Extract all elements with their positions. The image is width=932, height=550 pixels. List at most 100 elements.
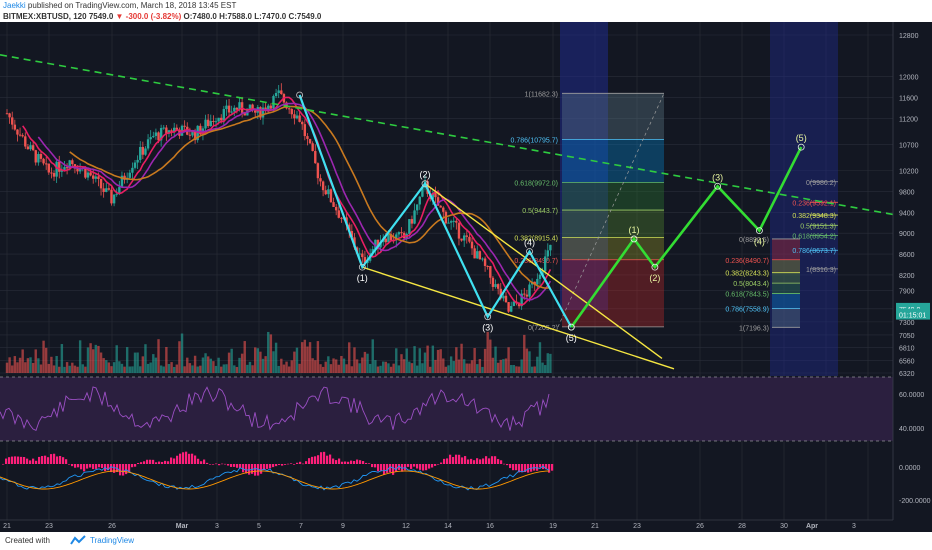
macd-histogram-bar <box>29 460 32 464</box>
candle-body <box>167 130 171 134</box>
macd-histogram-bar <box>17 456 20 464</box>
candle-body <box>214 121 218 123</box>
date-tick-label: 3 <box>852 523 856 530</box>
macd-histogram-bar <box>548 464 551 473</box>
tradingview-brand[interactable]: TradingView <box>90 536 135 545</box>
candle-body <box>517 303 521 307</box>
price-badge <box>896 308 930 320</box>
volume-bar <box>329 364 333 373</box>
macd-histogram-bar <box>35 460 38 464</box>
macd-histogram-bar <box>164 460 167 464</box>
candle-body <box>37 154 40 163</box>
date-tick-label: 23 <box>633 523 641 530</box>
volume-bar <box>334 359 338 373</box>
candle-body <box>133 162 137 168</box>
volume-bar <box>455 347 458 373</box>
macd-histogram-bar <box>137 463 140 464</box>
volume-bar <box>60 344 64 373</box>
volume-bar <box>355 359 359 373</box>
candle-body <box>243 112 246 116</box>
date-tick-label: 9 <box>341 523 345 530</box>
volume-bar <box>287 366 291 373</box>
wave-point-marker <box>358 263 366 271</box>
candle-body <box>128 172 131 178</box>
volume-bar <box>29 357 32 373</box>
candle-body <box>24 136 27 147</box>
volume-bar <box>240 353 244 373</box>
volume-bar <box>449 356 453 373</box>
macd-histogram-bar <box>425 464 428 471</box>
volume-bar <box>282 364 286 373</box>
macd-histogram-bar <box>65 459 68 464</box>
volume-bar <box>267 331 270 373</box>
macd-histogram-bar <box>422 464 425 471</box>
candle-body <box>136 159 139 163</box>
volume-bar <box>243 341 246 373</box>
fib-band <box>772 238 800 260</box>
volume-bar <box>141 356 145 373</box>
macd-histogram-bar <box>374 464 377 468</box>
chart-header: Jaekki published on TradingView.com, Mar… <box>0 0 932 22</box>
fib-level-label: 0(8890.5) <box>739 237 769 244</box>
wave-point-marker <box>296 91 304 99</box>
volume-bar <box>520 359 523 373</box>
macd-histogram-bar <box>131 464 134 468</box>
wave-label: (5) <box>566 333 577 343</box>
volume-bar <box>110 366 113 373</box>
volume-bar <box>376 366 380 373</box>
macd-histogram-bar <box>182 452 185 464</box>
candle-body <box>546 250 549 257</box>
volume-bar <box>248 361 252 373</box>
volume-bar <box>415 365 419 373</box>
candle-body <box>157 132 160 141</box>
candle-body <box>324 190 327 195</box>
candle-body <box>301 121 304 125</box>
volume-bar <box>293 351 296 373</box>
candle-body <box>468 236 471 242</box>
volume-bar <box>473 348 476 373</box>
volume-bar <box>209 358 212 373</box>
candle-body <box>253 110 257 113</box>
fib-level-label: 0.786(8673.7) <box>792 248 836 255</box>
volume-bar <box>128 366 131 373</box>
price-chart[interactable]: 1(11682.3) 0.786(10795.7) 0.618(9972.0) 0.5… <box>0 22 932 532</box>
volume-bar <box>13 356 17 373</box>
volume-bar <box>201 357 205 373</box>
macd-histogram-bar <box>50 454 53 464</box>
price-tick-label: 8600 <box>899 252 915 259</box>
macd-histogram-bar <box>488 458 491 464</box>
macd-histogram-bar <box>140 462 143 464</box>
candle-body <box>227 105 231 113</box>
macd-histogram-bar <box>368 463 371 464</box>
candle-body <box>269 105 273 109</box>
author-link[interactable]: Jaekki <box>3 1 26 10</box>
volume-bar <box>277 365 280 373</box>
price-tick-label: 6560 <box>899 358 915 365</box>
volume-bar <box>261 358 265 373</box>
candle-body <box>287 108 291 110</box>
volume-bar <box>358 363 361 373</box>
fib-level-label: 0.786(10795.7) <box>511 138 558 145</box>
publish-line: Jaekki published on TradingView.com, Mar… <box>3 1 236 10</box>
candle-body <box>334 206 338 211</box>
candle-body <box>92 175 95 179</box>
macd-histogram-bar <box>518 464 521 473</box>
macd-histogram-bar <box>482 458 485 464</box>
macd-histogram-bar <box>101 464 104 469</box>
volume-bar <box>538 342 542 373</box>
macd-histogram-bar <box>284 464 287 465</box>
volume-bar <box>476 364 479 373</box>
candle-body <box>68 160 71 169</box>
candle-body <box>358 253 361 255</box>
macd-histogram-bar <box>53 453 56 464</box>
candle-body <box>442 207 445 212</box>
wave-label: (5) <box>796 133 807 143</box>
volume-bar <box>55 355 58 373</box>
candle-body <box>110 189 113 204</box>
macd-histogram-bar <box>155 462 158 464</box>
candle-body <box>486 265 489 267</box>
volume-bar <box>76 366 79 373</box>
macd-histogram-bar <box>320 452 323 464</box>
macd-histogram-bar <box>41 456 44 464</box>
candle-body <box>165 127 168 134</box>
